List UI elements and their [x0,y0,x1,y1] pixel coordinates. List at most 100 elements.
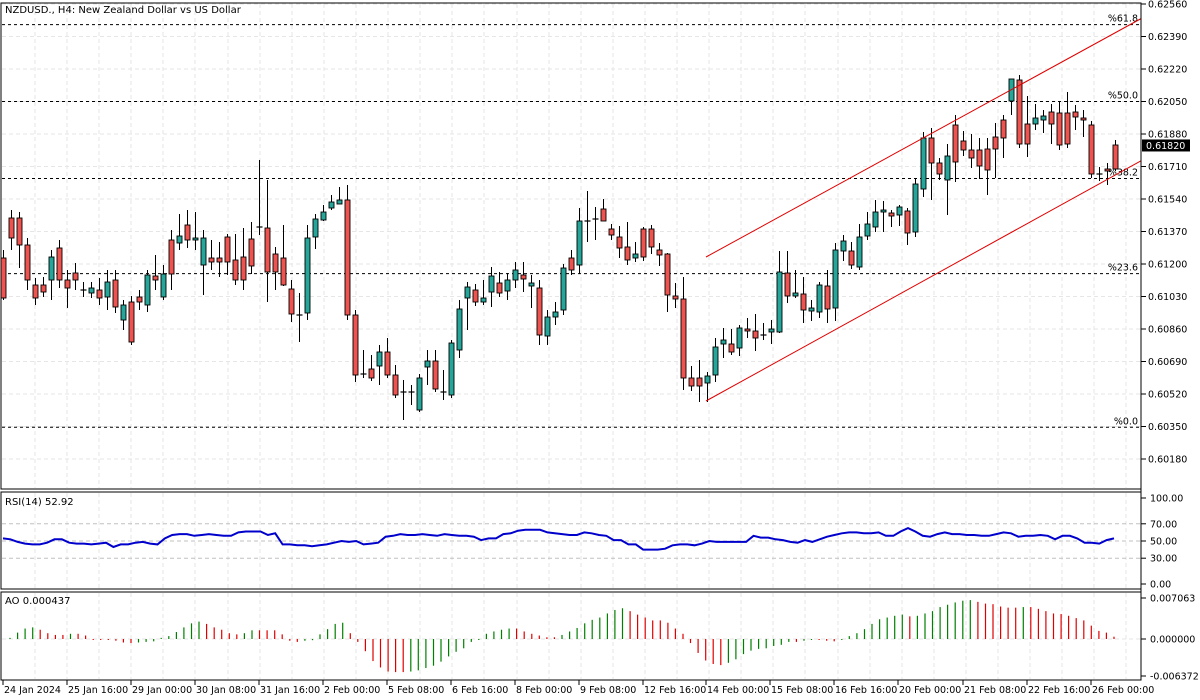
price-panel[interactable]: %61.8 %50.0 %38.2 %23.6 %0.0 NZDUSD., H4: Ne… [0,0,1175,490]
bull-candle [416,377,423,411]
price-tick-label: 0.61030 [1148,292,1187,303]
bull-candle [896,206,903,216]
bear-candle [648,228,655,248]
bear-candle [608,228,615,236]
bear-candle [1088,124,1095,175]
time-tick-label: 12 Feb 16:00 [644,685,706,696]
rsi-tick-label: 100.00 [1150,494,1183,505]
bear-candle [112,279,119,308]
bear-candle [568,257,575,271]
time-tick-label: 26 Feb 00:00 [1092,685,1154,696]
bear-candle [24,244,31,281]
bear-candle [384,351,391,376]
price-tick-label: 0.62220 [1148,65,1187,76]
bear-candle [688,377,695,387]
bear-candle [936,162,943,175]
bull-candle [424,360,431,368]
bull-candle [912,183,919,233]
bear-candle [1048,111,1055,125]
ascending-channel[interactable] [705,0,1175,402]
bear-candle [224,236,231,263]
time-tick-label: 31 Jan 16:00 [260,685,320,696]
time-tick-label: 29 Jan 00:00 [132,685,192,696]
bear-candle [280,257,287,286]
rsi-panel[interactable]: RSI(14) 52.92 [0,491,1142,590]
bear-candle [8,217,15,239]
bull-candle [528,282,535,287]
time-tick-label: 22 Feb 16:00 [1028,685,1090,696]
bear-candle [744,328,751,332]
bear-candle [752,330,759,339]
bull-candle [712,346,719,376]
bull-candle [448,342,455,396]
bull-candle [48,256,55,281]
bull-candle [920,137,927,190]
bear-candle [1064,112,1071,145]
time-tick-label: 25 Jan 16:00 [68,685,128,696]
bull-candle [736,327,743,349]
bull-candle [456,308,463,351]
rsi-grid [2,493,1140,588]
bear-candle [824,285,831,310]
bull-candle [160,273,167,298]
bear-candle [344,199,351,316]
bull-candle [320,211,327,221]
bear-candle [272,253,279,273]
bear-candle [656,249,663,256]
bear-candle [520,274,527,280]
price-tick-label: 0.61880 [1148,130,1187,141]
chart-title: NZDUSD., H4: New Zealand Dollar vs US Do… [5,5,242,16]
bear-candle [32,284,39,299]
bear-candle [1112,144,1119,170]
bear-candle [1016,79,1023,145]
bull-candle [808,307,815,312]
bull-candle [312,218,319,238]
price-tick-label: 0.62050 [1148,97,1187,108]
bear-candle [128,301,135,343]
bull-candle [488,275,495,293]
price-tick-label: 0.61710 [1148,162,1187,173]
fib-level-label: %0.0 [1114,416,1138,427]
time-tick-label: 15 Feb 08:00 [771,685,833,696]
fib-level-label: %50.0 [1108,91,1138,102]
bull-candle [840,240,847,252]
bull-candle [560,267,567,311]
bear-candle [784,272,791,297]
price-tick-label: 0.60860 [1148,325,1187,336]
bear-candle [1072,111,1079,118]
price-tick-label: 0.60520 [1148,390,1187,401]
bull-candle [464,286,471,299]
bear-candle [136,296,143,303]
price-axis[interactable]: 0.62560 0.62390 0.62220 0.62050 0.61880 0.617… [1141,0,1190,466]
bear-candle [928,137,935,164]
bear-candle [1080,117,1087,121]
rsi-label: RSI(14) 52.92 [5,497,74,508]
bull-candle [120,304,127,321]
bull-candle [504,279,511,292]
price-tick-label: 0.60350 [1148,422,1187,433]
bear-candle [232,259,239,281]
ao-axis: 0.007063 0.000000 -0.006372 [1141,594,1199,683]
time-axis[interactable]: 24 Jan 2024 25 Jan 16:00 29 Jan 00:00 30 Ja… [2,680,1154,696]
channel-upper-line[interactable] [705,0,1175,258]
bull-candle [176,235,183,244]
time-tick-label: 24 Jan 2024 [4,685,61,696]
bear-candle [496,282,503,294]
bear-candle [1104,168,1111,172]
rsi-tick-label: 30.00 [1150,554,1177,565]
price-panel-frame [0,2,1142,490]
bear-candle [248,238,255,267]
bear-candle [40,284,47,293]
price-tick-label: 0.61200 [1148,260,1187,271]
price-tick-label: 0.60690 [1148,357,1187,368]
ao-panel[interactable]: AO 0.000437 [0,591,1142,681]
bull-candle [144,274,151,306]
channel-lower-line[interactable] [705,142,1175,402]
bear-candle [368,368,375,379]
bear-candle [216,257,223,263]
fib-level-label: %23.6 [1108,263,1138,274]
bear-candle [96,289,103,299]
bear-candle [640,228,647,258]
rsi-line [2,526,1115,551]
